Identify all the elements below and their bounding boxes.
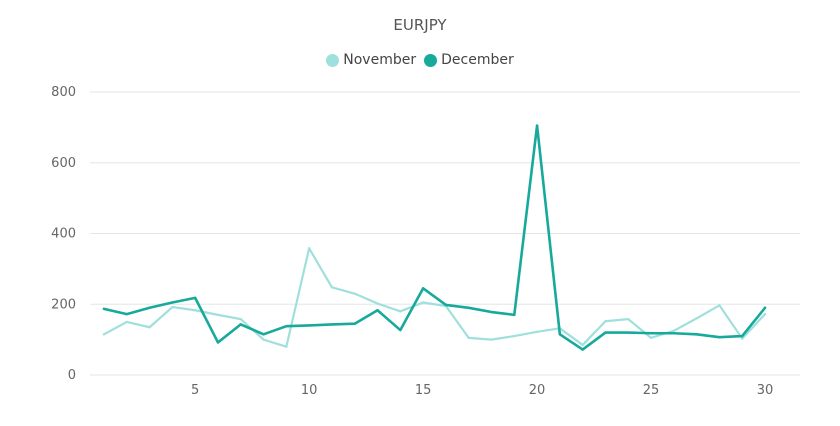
point-december-30	[763, 306, 767, 309]
point-december-15	[421, 287, 425, 290]
point-december-19	[513, 313, 516, 317]
point-december-1	[102, 307, 106, 311]
point-november-22	[581, 343, 584, 347]
point-december-20	[535, 124, 539, 127]
point-november-27	[695, 317, 698, 320]
point-december-17	[467, 306, 470, 309]
point-november-7	[239, 317, 242, 321]
legend-item-november[interactable]: November	[326, 52, 416, 68]
x-tick-label-25: 25	[643, 383, 660, 398]
legend-label-december: December	[441, 52, 514, 68]
point-november-17	[467, 336, 470, 340]
point-november-25	[649, 336, 653, 340]
point-december-29	[741, 334, 744, 338]
point-december-16	[444, 303, 448, 307]
point-december-21	[558, 333, 562, 336]
legend-swatch-december	[424, 53, 438, 67]
point-november-23	[604, 320, 607, 323]
y-tick-label-800: 800	[51, 85, 76, 100]
point-december-25	[649, 332, 653, 335]
point-november-9	[285, 345, 288, 348]
point-december-9	[285, 324, 288, 328]
point-december-14	[399, 328, 402, 332]
point-december-24	[627, 331, 630, 334]
point-november-2	[125, 320, 128, 324]
point-december-4	[171, 301, 174, 304]
point-november-11	[330, 286, 334, 289]
point-november-1	[102, 333, 106, 336]
point-december-23	[604, 331, 607, 334]
legend-label-november: November	[343, 52, 417, 68]
point-november-14	[399, 310, 402, 313]
point-november-13	[376, 302, 379, 305]
y-tick-label-600: 600	[51, 156, 76, 171]
y-tick-label-400: 400	[51, 227, 76, 242]
point-december-5	[193, 296, 197, 300]
point-december-6	[216, 341, 220, 344]
point-december-28	[718, 335, 721, 339]
x-tick-label-30: 30	[757, 383, 774, 398]
point-november-20	[535, 330, 539, 334]
point-december-3	[148, 306, 151, 309]
chart-title: EURJPY	[393, 16, 447, 34]
point-november-19	[513, 334, 516, 338]
point-december-12	[353, 322, 356, 325]
series-line-november	[102, 247, 767, 348]
x-tick-label-15: 15	[415, 383, 432, 398]
point-december-13	[376, 309, 379, 312]
point-november-28	[718, 304, 721, 307]
point-december-2	[125, 312, 128, 316]
point-december-26	[672, 332, 676, 335]
point-december-18	[490, 310, 493, 314]
point-december-10	[307, 324, 311, 327]
point-december-7	[239, 323, 242, 326]
point-november-10	[307, 247, 311, 250]
y-tick-label-0: 0	[68, 368, 76, 383]
point-november-6	[216, 313, 220, 317]
point-december-8	[262, 333, 265, 336]
y-tick-label-200: 200	[51, 297, 76, 312]
point-november-29	[741, 337, 744, 340]
point-december-22	[581, 348, 584, 351]
point-november-26	[672, 329, 676, 332]
legend: November December	[0, 52, 840, 68]
point-november-15	[421, 301, 425, 304]
point-november-12	[353, 292, 356, 295]
point-november-3	[148, 326, 151, 329]
point-november-5	[193, 309, 197, 312]
x-tick-label-10: 10	[301, 383, 318, 398]
legend-swatch-november	[326, 53, 340, 67]
point-november-4	[171, 305, 174, 309]
point-november-24	[627, 317, 630, 321]
series-line-december	[102, 124, 767, 351]
point-november-18	[490, 338, 493, 341]
x-tick-label-20: 20	[529, 383, 546, 398]
point-december-27	[695, 333, 698, 336]
point-november-8	[262, 338, 265, 341]
x-tick-label-5: 5	[191, 383, 199, 398]
point-december-11	[330, 323, 334, 326]
point-november-30	[763, 312, 767, 316]
legend-item-december[interactable]: December	[424, 52, 514, 68]
